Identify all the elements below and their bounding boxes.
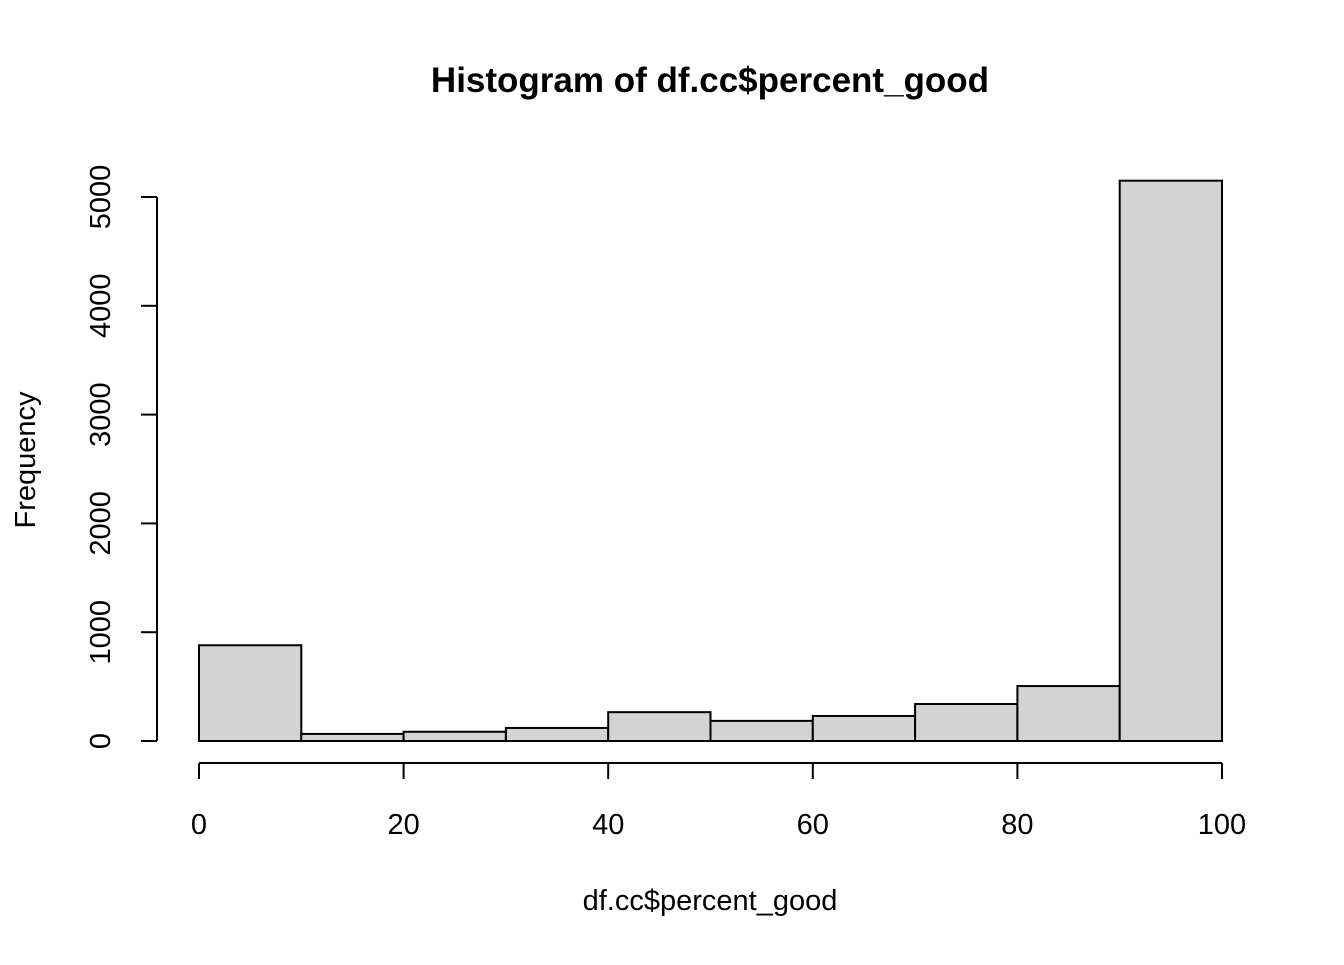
histogram-bar — [709, 719, 814, 743]
y-tick-label: 3000 — [85, 382, 117, 447]
y-tick-label: 4000 — [85, 274, 117, 339]
histogram-bar — [504, 726, 610, 742]
histogram-bar — [914, 703, 1019, 742]
y-axis-label: Frequency — [10, 391, 42, 529]
x-axis-label: df.cc$percent_good — [583, 885, 838, 917]
x-tick-label: 20 — [387, 809, 419, 841]
histogram-bar — [607, 711, 712, 743]
x-axis: 0 20 40 60 80 100 — [191, 762, 1246, 841]
histogram-bar — [811, 714, 917, 743]
bars-group — [198, 179, 1223, 743]
chart-title: Histogram of df.cc$percent_good — [431, 61, 989, 100]
x-tick-label: 80 — [1001, 809, 1033, 841]
histogram-bar — [1016, 685, 1121, 743]
y-tick-label: 1000 — [85, 600, 117, 665]
y-tick-label: 0 — [85, 733, 117, 749]
histogram-bar — [402, 730, 507, 743]
x-tick-label: 100 — [1198, 809, 1246, 841]
histogram-bar — [300, 732, 405, 742]
x-tick-label: 60 — [797, 809, 829, 841]
histogram-bar — [1118, 179, 1223, 742]
y-tick-label: 5000 — [85, 165, 117, 230]
histogram-bar — [198, 644, 303, 742]
x-tick-label: 40 — [592, 809, 624, 841]
y-axis: 0 1000 2000 3000 4000 5000 — [85, 165, 158, 749]
x-tick-label: 0 — [191, 809, 207, 841]
y-tick-label: 2000 — [85, 491, 117, 556]
